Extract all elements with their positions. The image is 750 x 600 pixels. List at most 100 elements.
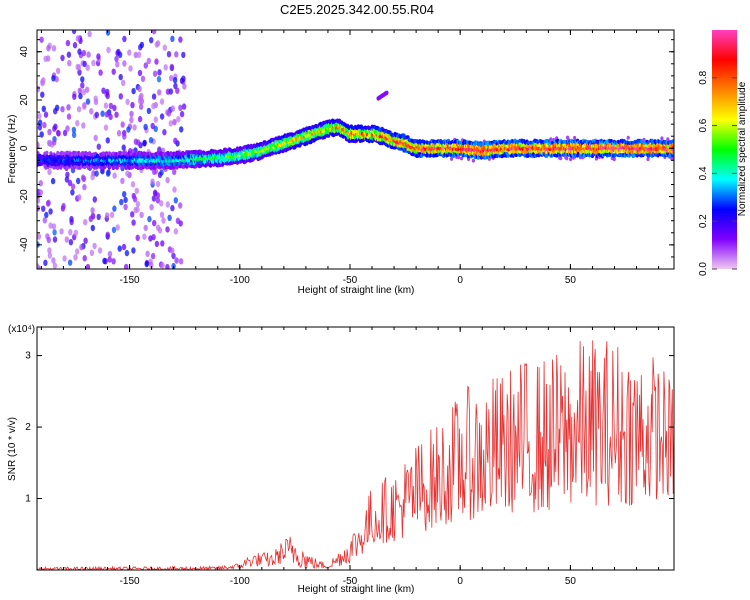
speckle-point: [171, 252, 176, 260]
speckle-point: [96, 213, 101, 221]
speckle-point: [118, 93, 124, 100]
speckle-point: [159, 98, 165, 105]
speckle-point: [122, 133, 127, 140]
spectrogram-xlabel: Height of straight line (km): [298, 285, 415, 296]
speckle-point: [130, 101, 135, 109]
speckle-point: [173, 197, 178, 204]
speckle-point: [67, 60, 72, 67]
speckle-point: [38, 180, 43, 187]
speckle-point: [104, 111, 110, 118]
speckle-point: [132, 124, 137, 131]
ridge-point: [559, 156, 563, 161]
ridge-point: [56, 150, 60, 155]
speckle-point: [137, 115, 143, 123]
speckle-point: [181, 51, 186, 59]
speckle-point: [51, 223, 57, 230]
speckle-point: [82, 103, 87, 110]
speckle-point: [149, 204, 154, 211]
speckle-point: [76, 106, 82, 113]
speckle-point: [151, 102, 156, 110]
speckle-point: [127, 49, 132, 56]
speckle-point: [75, 63, 80, 71]
speckle-point: [47, 168, 52, 176]
speckle-point: [125, 98, 130, 106]
speckle-point: [163, 64, 168, 71]
ridge-point: [45, 150, 49, 155]
speckle-point: [71, 131, 77, 139]
speckle-point: [80, 82, 85, 89]
speckle-point: [151, 168, 157, 176]
speckle-point: [142, 233, 147, 240]
speckle-point: [83, 237, 88, 244]
speckle-point: [103, 124, 109, 131]
speckle-point: [157, 89, 162, 96]
ridge-point: [666, 137, 670, 142]
speckle-point: [170, 35, 175, 42]
speckle-point: [72, 93, 77, 100]
ridge-point: [459, 156, 464, 161]
x-tick-label: 50: [565, 576, 577, 587]
speckle-point: [90, 207, 95, 214]
ridge-point: [549, 137, 553, 142]
speckle-point: [178, 36, 183, 43]
speckle-point: [77, 194, 82, 201]
speckle-point: [153, 125, 158, 132]
ridge-point: [569, 157, 573, 162]
speckle-point: [129, 110, 134, 118]
speckle-point: [129, 116, 134, 124]
speckle-point: [120, 121, 125, 128]
speckle-point: [159, 211, 165, 218]
figure-title: C2E5.2025.342.00.55.R04: [280, 2, 434, 17]
speckle-point: [70, 183, 76, 190]
speckle-point: [114, 55, 119, 63]
speckle-point: [111, 258, 116, 265]
speckle-point: [89, 249, 95, 256]
ridge-point: [49, 151, 53, 156]
speckle-point: [169, 74, 174, 82]
speckle-point: [182, 83, 187, 90]
speckle-point: [47, 247, 52, 254]
speckle-point: [109, 211, 115, 218]
speckle-point: [107, 250, 113, 258]
speckle-point: [169, 63, 175, 71]
speckle-point: [140, 75, 146, 83]
speckle-point: [133, 206, 138, 214]
speckle-point: [51, 257, 56, 264]
speckle-point: [175, 87, 180, 94]
speckle-point: [77, 69, 82, 76]
speckle-point: [157, 69, 162, 76]
ridge-point: [660, 136, 664, 141]
speckle-point: [130, 181, 136, 188]
speckle-point: [166, 110, 172, 117]
speckle-point: [98, 69, 103, 76]
speckle-point: [52, 262, 58, 269]
ridge-point: [37, 151, 40, 156]
speckle-point: [108, 113, 113, 121]
speckle-point: [137, 85, 142, 93]
speckle-point: [170, 247, 175, 254]
snr-xlabel: Height of straight line (km): [298, 584, 415, 595]
speckle-point: [178, 258, 184, 265]
speckle-point: [128, 65, 133, 72]
speckle-point: [54, 76, 59, 83]
speckle-point: [116, 130, 122, 137]
speckle-point: [105, 212, 110, 219]
speckle-point: [85, 98, 91, 105]
speckle-point: [87, 30, 92, 38]
speckle-point: [90, 173, 95, 181]
y-tick-label: 1: [25, 494, 31, 505]
ridge-point: [87, 166, 91, 170]
speckle-point: [69, 218, 74, 226]
speckle-point: [131, 219, 136, 226]
spectrogram-ylabel: Frequency (Hz): [7, 115, 18, 184]
speckle-point: [172, 186, 177, 193]
colorbar-ticks: 0.0 0.2 0.4 0.6 0.8: [698, 70, 737, 276]
x-tick-label: -50: [343, 275, 358, 286]
speckle-point: [135, 200, 141, 208]
speckle-point: [149, 37, 154, 44]
speckle-point: [112, 104, 117, 112]
speckle-point: [166, 51, 172, 58]
speckle-point: [37, 85, 41, 93]
speckle-point: [62, 129, 68, 137]
speckle-point: [114, 111, 119, 118]
